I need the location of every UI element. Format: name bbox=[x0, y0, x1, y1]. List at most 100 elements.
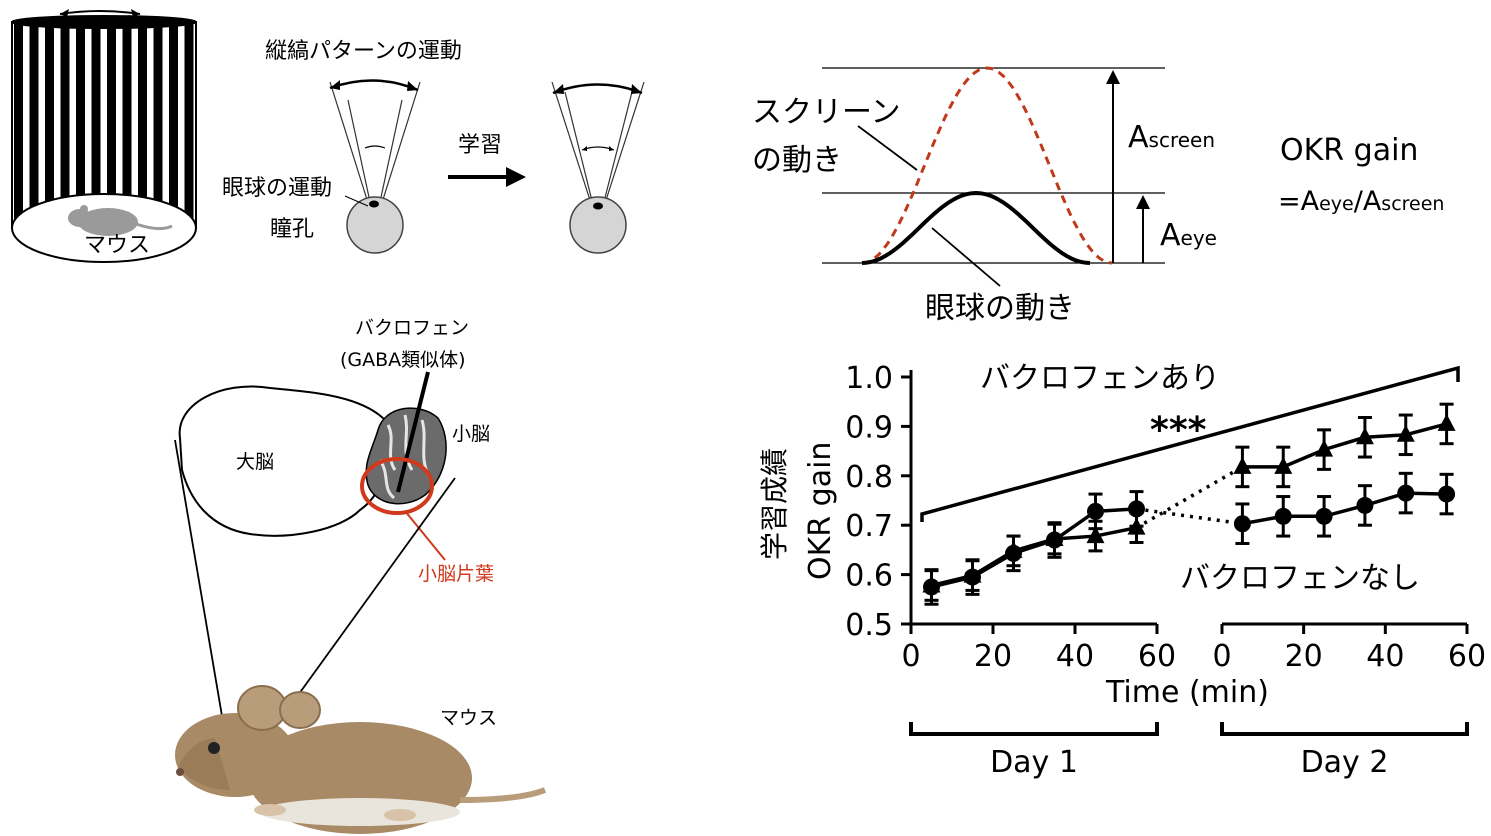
zoom-line-right bbox=[295, 477, 456, 699]
eyeball-icon bbox=[346, 196, 404, 254]
circle-marker bbox=[1128, 500, 1145, 518]
y-axis-label-jp: 学習成績 bbox=[758, 448, 791, 560]
pupil-icon bbox=[593, 202, 603, 210]
circle-marker bbox=[923, 578, 940, 596]
y-tick-label: 0.9 bbox=[845, 410, 893, 445]
drum-stripe bbox=[122, 22, 132, 228]
mouse-silhouette-icon bbox=[68, 205, 173, 236]
drum-stripe bbox=[91, 22, 101, 228]
circle-marker bbox=[964, 568, 981, 586]
panel-b: Ascreen Aeye スクリーン の動き 眼球の動き OKR gain =A… bbox=[752, 66, 1444, 326]
learning-arrowhead-icon bbox=[506, 167, 526, 187]
triangle-marker bbox=[1396, 424, 1415, 442]
day-connector bbox=[1135, 465, 1244, 530]
screen-label-leader bbox=[857, 125, 918, 171]
annotation-without-baclofen: バクロフェンなし bbox=[1180, 561, 1420, 596]
eye-movement-label: 眼球の運動 bbox=[222, 176, 332, 201]
y-axis-label: OKR gain bbox=[803, 442, 838, 580]
cerebrum-label: 大脳 bbox=[236, 451, 274, 473]
drum-stripe bbox=[169, 22, 178, 228]
day-label: Day 1 bbox=[990, 745, 1078, 780]
day1-x-tick-label: 0 bbox=[901, 639, 920, 674]
significance-bracket bbox=[920, 365, 1460, 522]
flocculus-highlight bbox=[360, 457, 434, 515]
day1-x-tick-label: 20 bbox=[974, 639, 1012, 674]
arrowhead-right-icon bbox=[131, 9, 140, 17]
triangle-marker bbox=[1233, 456, 1252, 474]
injection-needle bbox=[396, 371, 430, 493]
day1-x-tick-label: 60 bbox=[1138, 639, 1176, 674]
panel-c: バクロフェン (GABA類似体) 大脳 小脳 小脳片葉 マウス bbox=[174, 317, 547, 834]
eyeball-icon bbox=[569, 196, 627, 254]
circle-series-line-day2 bbox=[1242, 491, 1447, 526]
circle-marker bbox=[1397, 484, 1415, 502]
drum-stripe bbox=[153, 22, 163, 228]
striped-drum bbox=[11, 15, 197, 229]
circle-marker bbox=[1233, 515, 1251, 533]
triangle-marker bbox=[1355, 427, 1374, 445]
day2-x-tick-label: 0 bbox=[1212, 639, 1231, 674]
eye-motion-label: 眼球の動き bbox=[925, 291, 1075, 326]
triangle-marker bbox=[1315, 439, 1334, 457]
drum-stripe bbox=[76, 22, 85, 228]
drum-stripe bbox=[184, 22, 194, 228]
a-eye-label: Aeye bbox=[1160, 218, 1217, 253]
panel-a: マウス 縦縞パターンの運動 眼球の運動 瞳孔 学習 bbox=[11, 9, 645, 263]
learning-label: 学習 bbox=[458, 133, 502, 158]
triangle-marker bbox=[1086, 526, 1105, 544]
a-screen-label: Ascreen bbox=[1128, 120, 1215, 155]
mouse-photo-label: マウス bbox=[440, 707, 497, 729]
circle-series-line-day1 bbox=[931, 507, 1137, 589]
arrowhead-up-icon bbox=[1106, 70, 1120, 84]
circle-marker bbox=[1356, 496, 1374, 514]
circle-marker bbox=[1005, 544, 1022, 562]
annotation-with-baclofen: バクロフェンあり bbox=[980, 361, 1220, 396]
day1-x-tick-label: 40 bbox=[1056, 639, 1094, 674]
mouse-photo-icon bbox=[175, 685, 547, 834]
cerebellum-label: 小脳 bbox=[452, 423, 490, 445]
drum-stripe bbox=[14, 22, 23, 228]
stripe-caption: 縦縞パターンの運動 bbox=[265, 39, 462, 64]
drum-top bbox=[11, 15, 197, 29]
arrowhead-up-icon bbox=[1136, 195, 1150, 209]
y-tick-label: 0.6 bbox=[845, 559, 893, 594]
y-tick-label: 1.0 bbox=[845, 361, 893, 396]
day-bracket bbox=[1220, 722, 1469, 736]
circle-marker bbox=[1274, 507, 1292, 525]
arrowhead-left-icon bbox=[60, 9, 69, 17]
screen-motion-label-line1: スクリーン bbox=[752, 95, 901, 130]
zoom-line-left bbox=[174, 439, 223, 717]
drum-stripe bbox=[60, 22, 70, 228]
y-tick-label: 0.8 bbox=[845, 460, 893, 495]
circle-marker bbox=[1046, 531, 1063, 549]
day2-x-tick-label: 20 bbox=[1285, 639, 1323, 674]
drum-stripe bbox=[138, 22, 147, 228]
okr-gain-formula: =Aeye/Ascreen bbox=[1278, 186, 1444, 217]
screen-motion-label-line2: の動き bbox=[752, 143, 842, 178]
pupil-icon bbox=[369, 200, 379, 208]
day2-x-tick-label: 40 bbox=[1366, 639, 1404, 674]
day-label: Day 2 bbox=[1301, 745, 1389, 780]
day2-x-tick-label: 60 bbox=[1448, 639, 1486, 674]
y-tick-label: 0.7 bbox=[845, 509, 893, 544]
drum-stripe bbox=[45, 22, 54, 228]
drum-stripe bbox=[107, 22, 116, 228]
drum-rotation-arrow bbox=[59, 10, 141, 15]
pupil-label: 瞳孔 bbox=[270, 217, 314, 242]
circle-marker bbox=[1087, 502, 1104, 520]
circle-marker bbox=[1315, 507, 1333, 525]
circle-marker bbox=[1438, 485, 1456, 503]
okr-gain-title: OKR gain bbox=[1280, 133, 1418, 168]
baclofen-sub-label: (GABA類似体) bbox=[340, 349, 466, 371]
x-axis-label: Time (min) bbox=[1105, 675, 1269, 710]
eye-before-learning bbox=[329, 79, 421, 254]
baclofen-label: バクロフェン bbox=[355, 317, 469, 339]
flocculus-leader bbox=[404, 510, 446, 561]
day-bracket bbox=[909, 722, 1159, 736]
screen-motion-curve bbox=[861, 66, 1113, 265]
triangle-series-line-day1 bbox=[931, 525, 1137, 588]
eye-after-learning bbox=[551, 81, 645, 254]
eye-label-leader bbox=[931, 227, 1001, 287]
day-connector bbox=[1136, 507, 1243, 526]
